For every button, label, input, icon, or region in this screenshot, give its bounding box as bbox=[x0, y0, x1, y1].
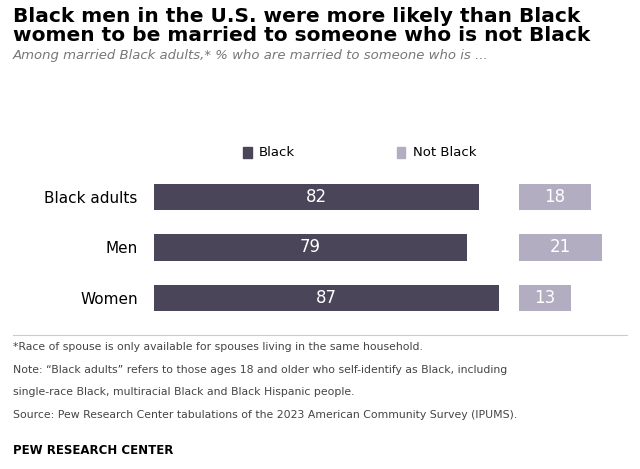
Text: women to be married to someone who is not Black: women to be married to someone who is no… bbox=[13, 26, 590, 45]
Text: 79: 79 bbox=[300, 238, 321, 257]
Text: single-race Black, multiracial Black and Black Hispanic people.: single-race Black, multiracial Black and… bbox=[13, 387, 355, 397]
Bar bbox=[519, 234, 602, 261]
Text: Among married Black adults,* % who are married to someone who is ...: Among married Black adults,* % who are m… bbox=[13, 49, 488, 62]
Bar bbox=[154, 285, 499, 311]
Bar bbox=[154, 234, 467, 261]
Text: PEW RESEARCH CENTER: PEW RESEARCH CENTER bbox=[13, 444, 173, 457]
Text: Black: Black bbox=[259, 146, 295, 159]
Text: Note: “Black adults” refers to those ages 18 and older who self-identify as Blac: Note: “Black adults” refers to those age… bbox=[13, 365, 507, 375]
Text: 18: 18 bbox=[544, 188, 565, 206]
Text: 21: 21 bbox=[550, 238, 572, 257]
Text: 13: 13 bbox=[534, 289, 556, 307]
Bar bbox=[154, 183, 479, 210]
Text: *Race of spouse is only available for spouses living in the same household.: *Race of spouse is only available for sp… bbox=[13, 342, 422, 352]
Bar bbox=[519, 285, 571, 311]
Text: 87: 87 bbox=[316, 289, 337, 307]
Text: 82: 82 bbox=[306, 188, 327, 206]
Text: Source: Pew Research Center tabulations of the 2023 American Community Survey (I: Source: Pew Research Center tabulations … bbox=[13, 410, 517, 420]
Text: Black men in the U.S. were more likely than Black: Black men in the U.S. were more likely t… bbox=[13, 7, 580, 26]
Text: Not Black: Not Black bbox=[413, 146, 476, 159]
Bar bbox=[519, 183, 591, 210]
